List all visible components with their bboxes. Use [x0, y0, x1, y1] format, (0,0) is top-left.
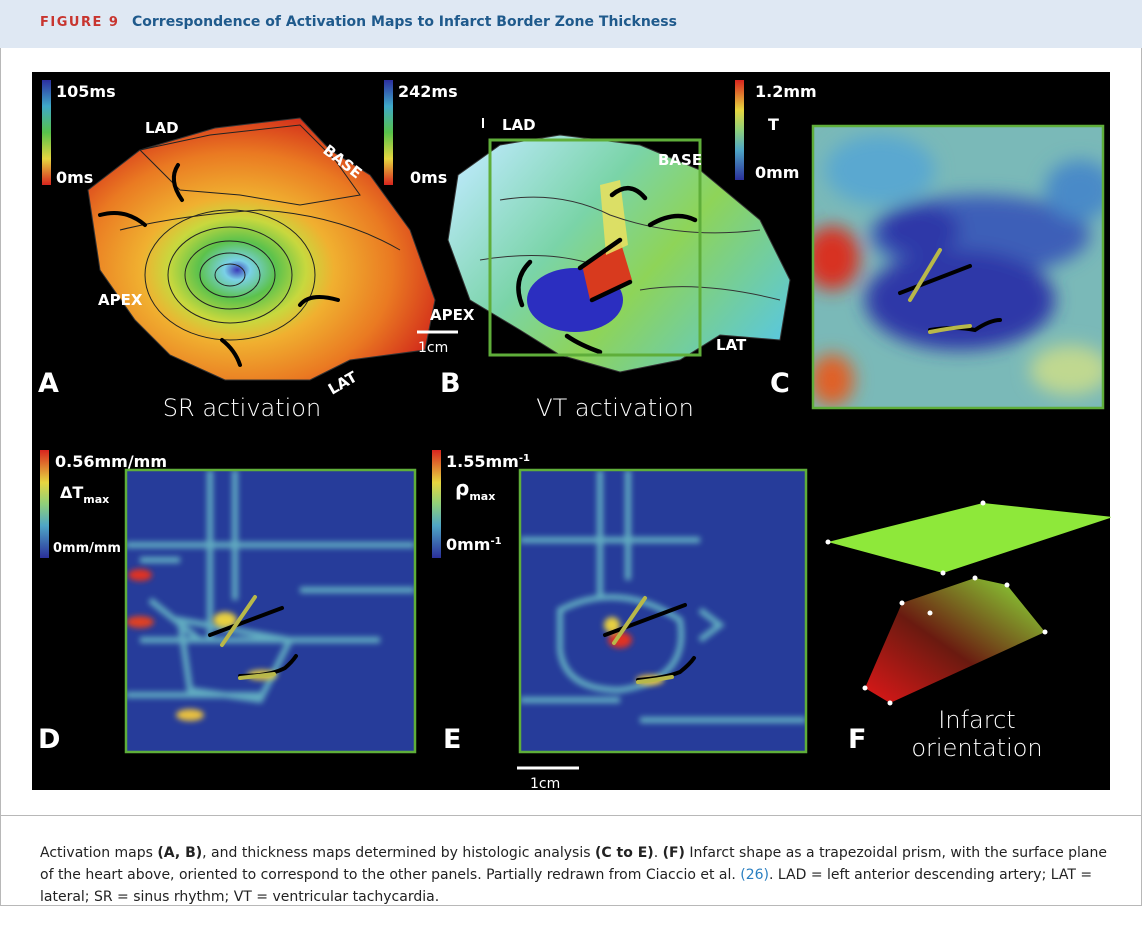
panel-letter: E	[443, 724, 461, 755]
colorbar-symbol-subscript: max	[469, 490, 495, 503]
colorbar-max-label: 105ms	[56, 82, 116, 101]
colorbar-min-label: 0mm	[446, 535, 490, 554]
caption-panel-ref: (A, B)	[157, 845, 202, 861]
colorbar-max-label: 242ms	[398, 82, 458, 101]
page: {"header": {"label": "FIGURE 9", "title"…	[0, 0, 1142, 934]
panel-caption: VT activation	[536, 394, 694, 422]
figure-label: FIGURE 9	[40, 15, 119, 30]
figure-header: FIGURE 9 Correspondence of Activation Ma…	[0, 0, 1142, 48]
region-label: LAD	[145, 119, 179, 137]
colorbar-min-label: 0mm/mm	[53, 541, 121, 556]
region-label: LAT	[716, 336, 747, 354]
colorbar-max-label: 1.2mm	[755, 82, 817, 101]
colorbar	[432, 450, 441, 558]
panel-caption: orientation	[911, 734, 1042, 762]
colorbar-symbol: ρ	[455, 476, 469, 500]
curvature-map	[520, 470, 806, 752]
panel-letter: A	[38, 368, 59, 399]
region-label: BASE	[658, 151, 702, 169]
colorbar-symbol-subscript: max	[83, 493, 109, 506]
colorbar-min-superscript: -1	[490, 536, 501, 547]
separator	[0, 815, 1142, 816]
region-label: LAD	[502, 116, 536, 134]
figure-title: Correspondence of Activation Maps to Inf…	[132, 14, 677, 30]
scale-bar-label: 1cm	[418, 340, 448, 356]
colorbar	[735, 80, 744, 180]
colorbar-max-superscript: -1	[519, 453, 530, 464]
caption-text: , and thickness maps determined by histo…	[202, 845, 595, 861]
colorbar-symbol: T	[768, 115, 779, 134]
panel-letter: B	[440, 368, 461, 399]
thickness-map	[804, 126, 1115, 408]
colorbar-min-label: 0mm	[755, 163, 799, 182]
figure: 105ms 0ms LAD BASE APEX LAT A SR activat…	[0, 48, 1142, 815]
caption-text: .	[654, 845, 663, 861]
region-label: APEX	[430, 306, 475, 324]
colorbar	[40, 450, 49, 558]
colorbar-symbol: ΔT	[60, 483, 83, 502]
caption-panel-ref: (F)	[663, 845, 685, 861]
panel-letter: F	[848, 724, 866, 755]
panel-caption: SR activation	[163, 394, 321, 422]
panel-letter: C	[770, 368, 790, 399]
caption-panel-ref: (C to E)	[595, 845, 654, 861]
colorbar-min-label: 0ms	[410, 168, 447, 187]
region-label: APEX	[98, 291, 143, 309]
colorbar	[42, 80, 51, 185]
colorbar-max-label: 0.56mm/mm	[55, 452, 167, 471]
caption-text: Activation maps	[40, 845, 157, 861]
colorbar-min-label: 0ms	[56, 168, 93, 187]
colorbar	[384, 80, 393, 185]
figure-caption: Activation maps (A, B), and thickness ma…	[40, 842, 1110, 908]
colorbar-max-label: 1.55mm	[446, 452, 519, 471]
scale-bar-label: 1cm	[530, 776, 560, 792]
svg-text:1.55mm-1: 1.55mm-1	[446, 452, 530, 471]
reference-link[interactable]: (26)	[740, 867, 769, 883]
panel-caption: Infarct	[938, 706, 1015, 734]
panel-letter: D	[38, 724, 60, 755]
